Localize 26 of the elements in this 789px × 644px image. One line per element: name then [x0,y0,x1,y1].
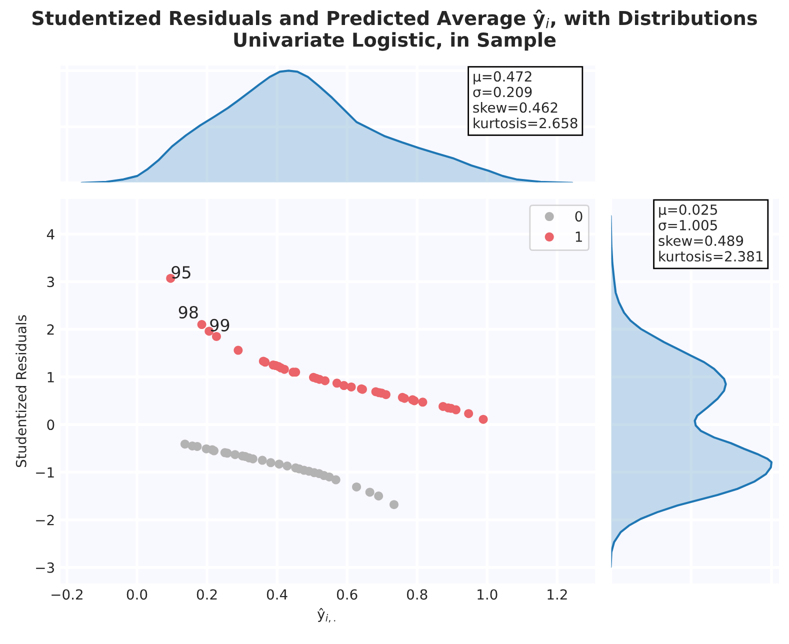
x-tick-label: 1.0 [478,589,498,600]
legend-label: 1 [576,232,582,242]
y-tick-label: 1 [48,372,54,382]
legend-label: 0 [575,211,582,222]
y-tick-label: 4 [46,229,54,240]
x-axis-title: ŷ$_{i,.}$ [317,608,336,622]
y-axis-title: Studentized Residuals [16,315,26,468]
x-tick-label: 0.0 [126,589,148,600]
x-tick-label: 0.4 [266,589,288,600]
x-tick-label: 0.8 [406,589,428,600]
y-tick-label: −3 [36,562,54,573]
annotation: μ=0.472 σ=0.209 skew=0.462 kurtosis=2.658 [473,71,578,128]
annotation: μ=0.025 σ=1.005 skew=0.489 kurtosis=2.381 [658,204,762,262]
chart-title: Studentized Residuals and Predicted Average ŷ$_{i}$, with Distributions Univariate Logistic, in Sample [32,10,757,51]
y-tick-label: −2 [36,514,54,526]
x-tick-label: 0.2 [196,589,217,600]
x-tick-label: 0.6 [336,589,358,600]
annotation: 99 [210,318,230,332]
annotation: 95 [172,266,190,279]
y-tick-label: 0 [47,420,54,430]
y-tick-label: 2 [47,324,54,335]
x-tick-label: 1.2 [548,589,567,600]
y-tick-label: −1 [36,467,54,478]
annotation: 98 [178,306,198,319]
y-tick-label: 3 [47,276,54,288]
x-tick-label: −0.2 [52,589,82,600]
